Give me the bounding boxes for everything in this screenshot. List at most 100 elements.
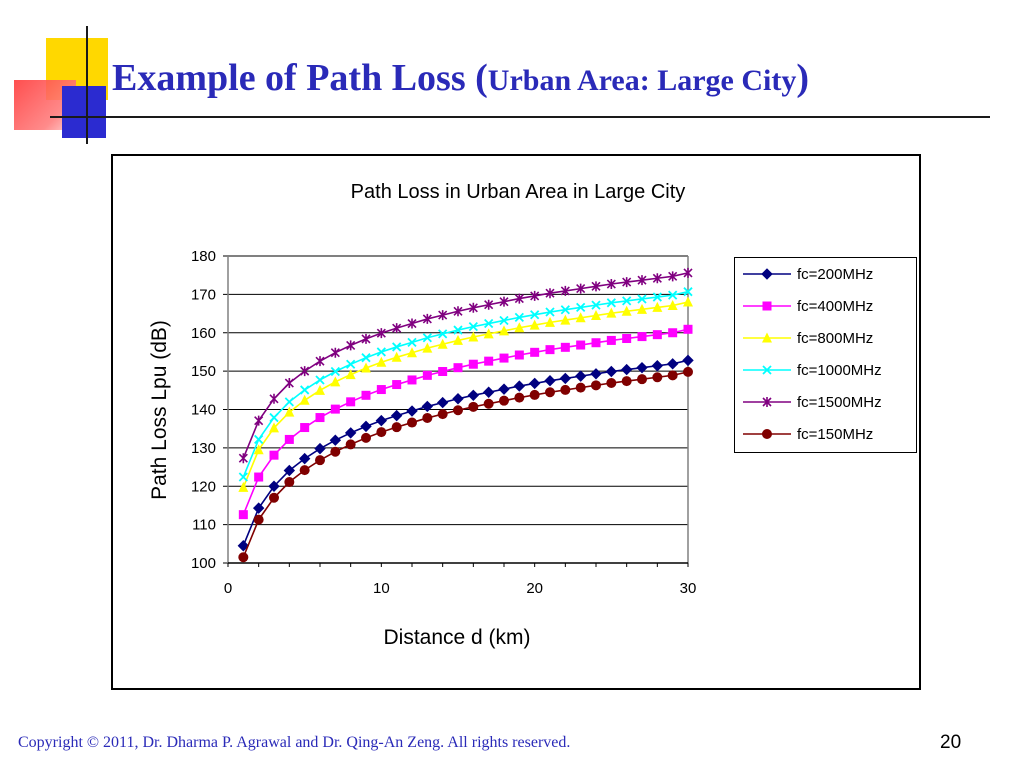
data-point-marker <box>330 366 340 377</box>
data-point-marker <box>498 383 510 395</box>
data-point-marker <box>606 279 616 290</box>
data-point-marker <box>468 331 479 342</box>
data-point-marker <box>253 514 264 525</box>
legend-entry: fc=200MHz <box>743 266 873 283</box>
data-point-marker <box>315 455 325 466</box>
deco-horizontal-line <box>50 116 990 118</box>
data-point-marker <box>238 552 249 563</box>
data-point-marker <box>314 442 326 455</box>
data-point-marker <box>392 342 402 352</box>
series-fc-1000mhz <box>238 287 693 482</box>
data-point-marker <box>528 377 541 390</box>
data-point-marker <box>591 380 601 391</box>
data-point-marker <box>483 398 494 409</box>
data-point-marker <box>361 362 371 373</box>
legend-entries: fc=200MHz fc=400MHz fc=800MHz fc=1000MHz fc=… <box>743 266 882 443</box>
data-point-marker <box>344 427 357 439</box>
data-point-marker <box>636 361 648 374</box>
data-point-marker <box>651 360 664 372</box>
series-fc-150mhz <box>238 366 693 563</box>
data-point-marker <box>254 434 264 445</box>
series-fc-400mhz <box>238 324 693 520</box>
data-point-marker <box>346 340 356 351</box>
data-point-marker <box>422 370 432 380</box>
legend-entry: fc=1000MHz <box>743 362 882 379</box>
deco-blue-square <box>62 86 106 138</box>
data-point-marker <box>254 415 264 426</box>
data-point-marker <box>499 296 509 307</box>
slide-title-sub: Urban Area: Large City <box>487 64 797 97</box>
data-point-marker <box>513 380 526 392</box>
legend-label: fc=1500MHz <box>797 394 882 411</box>
data-point-marker <box>682 354 694 367</box>
data-point-marker <box>284 477 295 488</box>
data-point-marker <box>666 358 679 370</box>
data-point-marker <box>530 310 540 320</box>
data-point-marker <box>591 300 601 310</box>
data-point-marker <box>529 319 540 330</box>
series-fc-1500mhz <box>238 267 693 464</box>
x-axis-label: Distance d (km) <box>383 626 530 649</box>
data-point-marker <box>468 401 479 412</box>
data-point-marker <box>315 413 325 423</box>
data-point-marker <box>468 302 478 313</box>
legend-marker <box>761 268 773 280</box>
data-point-marker <box>560 314 571 325</box>
data-point-marker <box>284 378 294 389</box>
data-point-marker <box>590 368 602 380</box>
data-point-marker <box>560 305 570 315</box>
data-point-marker <box>606 378 617 389</box>
copyright-footer: Copyright © 2011, Dr. Dharma P. Agrawal … <box>18 734 571 751</box>
page-number: 20 <box>940 732 962 753</box>
y-tick-label: 150 <box>191 363 216 380</box>
data-point-marker <box>238 481 249 492</box>
data-point-marker <box>375 414 388 427</box>
data-point-marker <box>560 342 570 352</box>
data-point-marker <box>422 333 432 343</box>
data-point-marker <box>376 328 386 339</box>
data-point-marker <box>406 405 418 417</box>
data-point-marker <box>637 275 647 286</box>
data-point-marker <box>683 267 693 278</box>
data-point-marker <box>361 432 371 443</box>
data-point-marker <box>345 439 356 450</box>
data-point-marker <box>376 427 387 438</box>
series-line <box>242 290 689 478</box>
chart-title: Path Loss in Urban Area in Large City <box>351 181 686 203</box>
data-point-marker <box>315 375 325 385</box>
data-point-marker <box>407 417 417 428</box>
legend-label: fc=1000MHz <box>797 362 882 379</box>
data-point-marker <box>376 356 387 367</box>
data-point-marker <box>576 283 586 294</box>
data-point-marker <box>376 385 386 395</box>
x-tick-label: 20 <box>526 580 543 597</box>
slide-title-paren-close: ) <box>796 57 810 99</box>
data-point-marker <box>315 356 325 367</box>
data-point-marker <box>683 296 693 307</box>
chart-legend: fc=200MHz fc=400MHz fc=800MHz fc=1000MHz fc=… <box>734 257 917 453</box>
data-point-marker <box>514 312 524 323</box>
legend-label: fc=800MHz <box>797 330 873 347</box>
data-point-marker <box>300 366 310 377</box>
legend-marker <box>762 397 772 407</box>
data-point-marker <box>346 397 356 407</box>
data-point-marker <box>637 374 647 385</box>
data-point-marker <box>346 359 356 369</box>
data-point-marker <box>591 281 601 292</box>
y-tick-label: 160 <box>191 325 216 342</box>
data-point-marker <box>437 338 448 349</box>
data-point-marker <box>591 338 601 348</box>
data-point-marker <box>361 333 371 344</box>
legend-label: fc=200MHz <box>797 266 873 283</box>
series-line <box>242 301 689 488</box>
legend-entry: fc=400MHz <box>743 298 873 315</box>
data-point-marker <box>269 393 279 404</box>
data-point-marker <box>391 422 402 433</box>
data-point-marker <box>529 389 540 400</box>
data-point-marker <box>422 313 432 324</box>
data-point-marker <box>315 384 325 395</box>
data-point-marker <box>621 305 632 316</box>
data-point-marker <box>668 290 678 300</box>
data-point-marker <box>637 332 647 342</box>
legend-marker <box>762 332 772 343</box>
